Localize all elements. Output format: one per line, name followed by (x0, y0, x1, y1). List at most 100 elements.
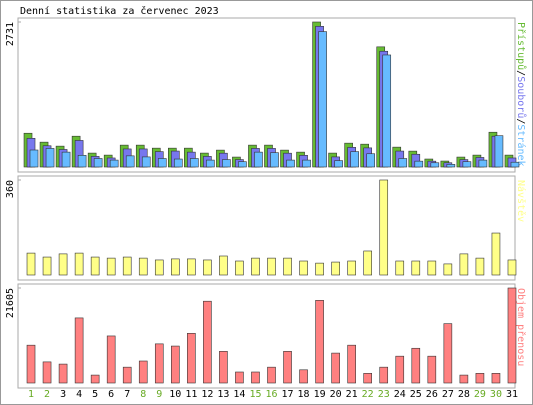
bar (109, 159, 119, 168)
bar (363, 373, 372, 384)
bar (26, 252, 36, 276)
bar (331, 352, 340, 384)
bar (379, 366, 389, 384)
bar (379, 179, 389, 276)
bar (203, 259, 212, 276)
legend: Objem přenosu (515, 288, 527, 366)
bar (283, 257, 292, 276)
x-tick-label: 12 (201, 389, 213, 400)
x-tick-label: 15 (249, 389, 261, 400)
bar (154, 343, 164, 384)
bar (395, 260, 405, 276)
bar (446, 164, 456, 168)
x-tick-label: 18 (298, 389, 310, 400)
bar (171, 345, 180, 384)
panel (17, 283, 516, 389)
bar (251, 371, 260, 384)
bar (254, 151, 263, 168)
bar (267, 257, 276, 276)
bar (427, 355, 437, 384)
bar (26, 344, 36, 384)
bar (58, 363, 68, 384)
bar (190, 158, 199, 168)
bar (74, 252, 84, 276)
x-tick-label: 13 (217, 389, 229, 400)
bar (122, 256, 132, 276)
legend-entry: Přístupů (515, 22, 527, 70)
y-tick-label: 2731 (5, 22, 16, 46)
bar (427, 260, 437, 276)
bar (299, 260, 308, 276)
bar (122, 366, 132, 384)
x-tick-label: 10 (169, 389, 181, 400)
x-tick-label: 25 (410, 389, 422, 400)
bar (125, 155, 135, 168)
bar (206, 159, 215, 168)
bar (459, 253, 469, 276)
bar (478, 159, 488, 168)
x-tick-label: 24 (394, 389, 406, 400)
bar (443, 263, 453, 276)
x-tick-label: 17 (282, 389, 294, 400)
bar (157, 158, 167, 168)
x-tick-label: 23 (378, 389, 390, 400)
bar (77, 155, 87, 168)
x-tick-label: 26 (426, 389, 438, 400)
bar (414, 160, 424, 168)
bar (315, 262, 324, 276)
legend-entry: Objem přenosu (515, 288, 527, 366)
bar (347, 260, 356, 276)
legend-entry: Souborů (515, 76, 527, 118)
bar (93, 158, 103, 168)
bar (219, 255, 228, 276)
bar (267, 366, 276, 384)
y-tick-label: 360 (5, 180, 16, 198)
bar (42, 361, 52, 384)
bar (318, 31, 327, 168)
bar (283, 351, 292, 384)
bar (382, 54, 392, 168)
bar (443, 323, 453, 384)
x-tick-label: 27 (442, 389, 454, 400)
bar (286, 159, 295, 168)
bar (315, 300, 324, 384)
bar (42, 256, 52, 276)
legend: Návštěv (515, 180, 527, 222)
bar (347, 344, 356, 384)
bar (494, 135, 504, 168)
x-tick-label: 16 (265, 389, 277, 400)
bar (363, 250, 372, 276)
bar (475, 373, 485, 384)
bar (154, 259, 164, 276)
bar (235, 371, 244, 384)
bar (171, 258, 180, 276)
bar (138, 360, 148, 384)
bar (235, 260, 244, 276)
bar (74, 317, 84, 384)
x-tick-label: 5 (92, 389, 98, 400)
bar (203, 300, 212, 384)
bar (366, 153, 375, 168)
bar (29, 149, 39, 168)
bar (106, 257, 116, 276)
x-tick-label: 31 (506, 389, 518, 400)
x-tick-label: 2 (44, 389, 50, 400)
x-tick-label: 21 (346, 389, 358, 400)
bar (238, 161, 247, 168)
x-tick-label: 4 (76, 389, 82, 400)
bar (350, 151, 359, 168)
x-tick-label: 29 (474, 389, 486, 400)
bar (58, 253, 68, 276)
bar (398, 158, 408, 168)
bar (222, 159, 231, 168)
legend-separator: / (515, 70, 526, 76)
bar (90, 374, 100, 384)
bar (45, 148, 55, 168)
bar (302, 159, 311, 168)
bar (491, 373, 501, 384)
bar (174, 158, 183, 168)
bar (61, 151, 71, 168)
x-tick-label: 7 (124, 389, 130, 400)
bar (299, 369, 308, 384)
